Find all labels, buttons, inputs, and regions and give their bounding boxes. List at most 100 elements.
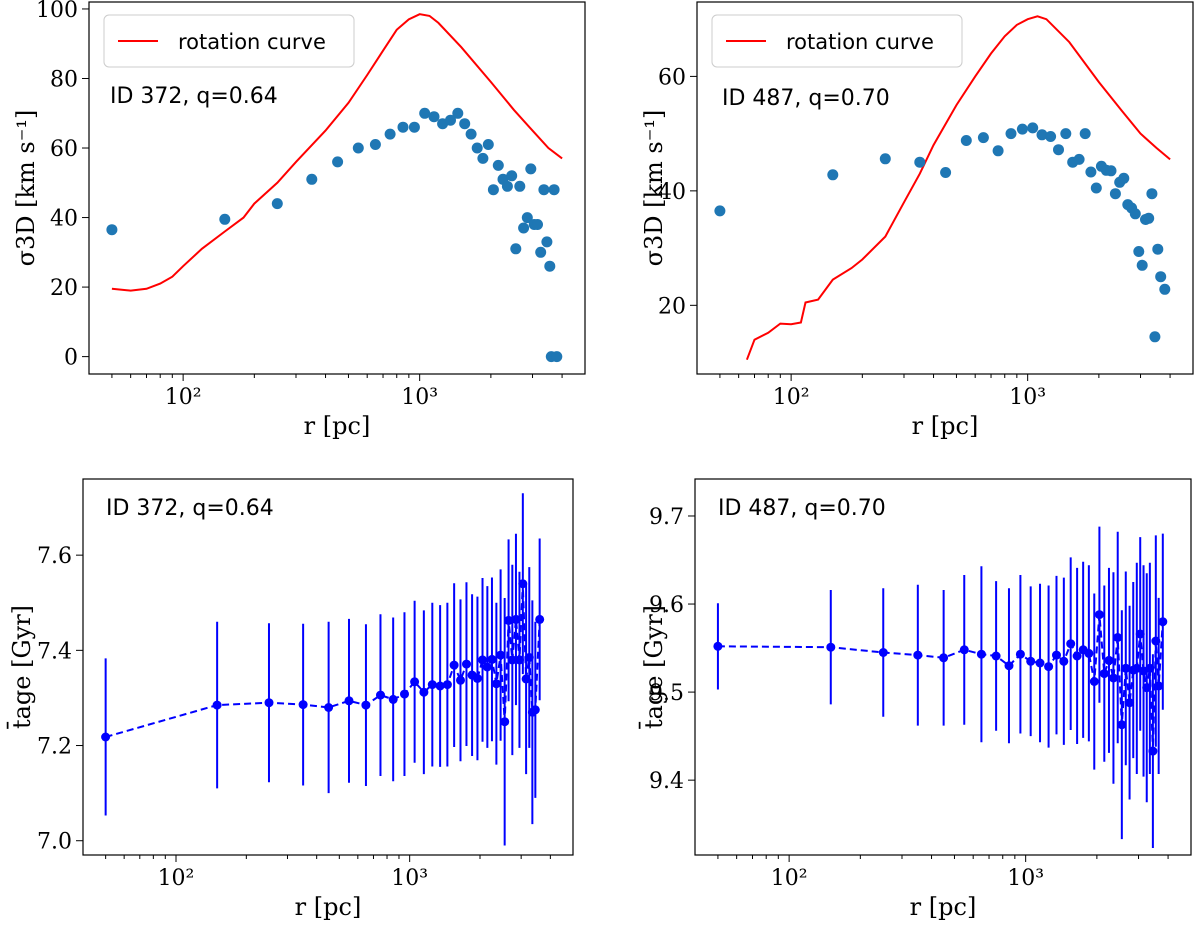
age-point [491, 679, 501, 689]
legend: rotation curve [103, 14, 355, 68]
age-point [530, 705, 540, 715]
sigma-point [487, 184, 499, 196]
age-point [212, 700, 222, 710]
age-point [1015, 649, 1025, 659]
sigma-point [501, 180, 513, 192]
legend-label: rotation curve [786, 30, 934, 54]
age-point [442, 680, 452, 690]
sigma-point [1129, 208, 1141, 220]
y-tick-label: 20 [658, 294, 686, 319]
y-axis-label: t̄age [Gyr] [639, 605, 668, 729]
y-axis-label: t̄age [Gyr] [7, 605, 36, 729]
sigma-point [1146, 188, 1158, 200]
sigma-point [541, 236, 553, 248]
plot-frame [694, 478, 1192, 856]
sigma-point [1105, 165, 1117, 177]
age-point [959, 645, 969, 655]
sigma-point [384, 128, 396, 140]
age-point [1113, 633, 1123, 642]
rotation-curve-line [111, 13, 563, 292]
x-tick-label: 10² [165, 385, 202, 410]
plot-frame [696, 1, 1194, 375]
age-point [826, 642, 836, 652]
axis-ticks: 10² 10³ 9.4 9.5 9.6 9.7 [649, 505, 1169, 891]
age-point [388, 694, 398, 704]
age-point [1059, 656, 1069, 666]
age-point [1066, 639, 1076, 649]
age-point [478, 655, 487, 665]
age-point [535, 614, 545, 624]
age-point [878, 648, 888, 657]
age-point [435, 681, 445, 691]
y-tick-label: 9.4 [649, 769, 684, 794]
y-tick-label: 80 [50, 67, 78, 92]
age-point [344, 696, 354, 706]
x-tick-label: 10² [773, 385, 810, 410]
x-tick-label: 10² [771, 866, 808, 891]
age-point [1158, 617, 1168, 627]
age-point [1004, 661, 1014, 671]
panel-annotation: ID 372, q=0.64 [110, 84, 278, 109]
sigma-point [827, 169, 839, 181]
age-point [1094, 610, 1104, 620]
sigma-point [352, 142, 364, 154]
age-point [376, 690, 385, 700]
sigma-point [471, 142, 483, 154]
age-point [462, 659, 471, 669]
age-point [1044, 662, 1054, 672]
age-point [504, 615, 514, 625]
axis-ticks: 10² 10³ 7.0 7.2 7.4 7.6 [37, 544, 551, 891]
age-point [1104, 655, 1114, 665]
age-point [1099, 669, 1109, 679]
sigma-point [332, 156, 344, 168]
sigma-point [1016, 123, 1028, 135]
age-point [991, 651, 1001, 661]
sigma-point [940, 167, 952, 178]
sigma-point [535, 246, 547, 258]
age-point [500, 717, 510, 727]
axis-ticks: 10² 10³ 0 20 40 60 80 100 [36, 0, 563, 410]
panel-top-right: 10² 10³ 20 40 60 rotation curve ID 487, q=0.… [640, 1, 1194, 440]
y-axis-label: σ3D [km s⁻¹] [640, 110, 668, 267]
sigma-point [492, 159, 504, 171]
sigma-point [419, 107, 431, 119]
age-point [1035, 658, 1045, 668]
sigma-point [1136, 259, 1148, 271]
age-point [1089, 677, 1099, 686]
data-marks [106, 13, 563, 363]
y-tick-label: 7.6 [37, 544, 72, 569]
data-marks [101, 493, 545, 846]
sigma-point [532, 219, 543, 230]
age-point [361, 700, 371, 710]
age-point [472, 673, 482, 683]
age-point [976, 649, 986, 659]
sigma-point [477, 152, 489, 164]
sigma-point [219, 213, 231, 225]
sigma-point [1045, 131, 1057, 142]
sigma-point [510, 243, 522, 255]
age-point [456, 675, 465, 685]
age-point [713, 641, 723, 651]
age-point [939, 653, 949, 663]
sigma-point [514, 180, 526, 192]
y-tick-label: 60 [50, 137, 78, 162]
x-axis-label: r [pc] [910, 893, 977, 921]
age-point [1145, 663, 1155, 673]
age-point [1135, 629, 1145, 639]
age-point [419, 687, 429, 697]
x-axis-label: r [pc] [295, 893, 362, 921]
sigma-point [1159, 283, 1171, 295]
x-tick-label: 10³ [1007, 866, 1044, 891]
y-tick-label: 0 [64, 346, 78, 371]
x-axis-label: r [pc] [912, 412, 979, 440]
age-point [507, 655, 517, 665]
age-point [427, 680, 437, 690]
sigma-point [369, 139, 381, 150]
sigma-point [538, 184, 550, 196]
age-point [1148, 746, 1158, 756]
age-point [487, 654, 497, 664]
age-point [1026, 656, 1036, 666]
y-tick-label: 7.4 [37, 639, 72, 664]
sigma-point [408, 121, 420, 133]
sigma-point [1090, 182, 1102, 194]
